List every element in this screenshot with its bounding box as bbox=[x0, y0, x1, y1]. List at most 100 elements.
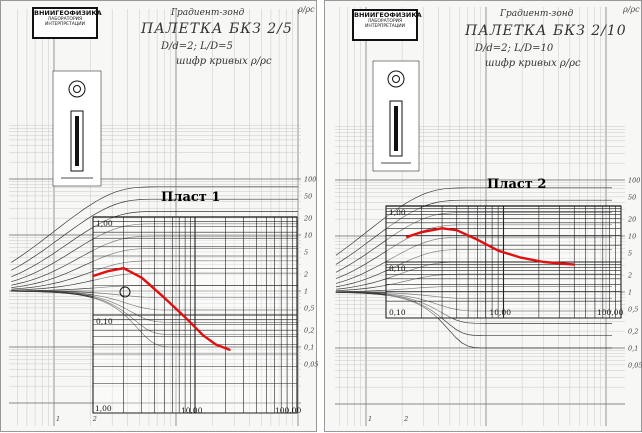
y-tick-label: 1 bbox=[628, 289, 632, 297]
overlay-x-tick-label: 1,00 bbox=[95, 404, 112, 413]
y-tick-label: 5 bbox=[304, 248, 308, 256]
y-tick-label: 0,05 bbox=[304, 360, 318, 368]
measured-point bbox=[202, 334, 204, 337]
stamp-line-3: ИНТЕРПРЕТАЦИИ bbox=[364, 24, 406, 29]
y-tick-label: 50 bbox=[628, 193, 636, 201]
overlay-x-tick-label: 100,00 bbox=[275, 406, 301, 415]
origin-circle bbox=[119, 286, 131, 298]
y-tick-label: 0,2 bbox=[628, 328, 638, 336]
overlay-x-tick-label: 10,00 bbox=[490, 308, 512, 317]
palette-curve bbox=[11, 186, 298, 263]
borehole-core-icon bbox=[392, 75, 400, 83]
chart-panel-left: 0,050,10,20,51251020501000,10,2121,000,1… bbox=[0, 0, 318, 432]
y-tick-label: 10 bbox=[304, 232, 312, 240]
measured-point bbox=[476, 238, 479, 241]
x-tick-label: 1 bbox=[56, 415, 60, 423]
measured-point bbox=[107, 270, 109, 273]
x-tick-label: 2 bbox=[92, 415, 97, 423]
y-tick-label: 0,05 bbox=[628, 361, 642, 369]
curve-cipher: шифр кривых ρ/ρc bbox=[485, 58, 581, 69]
overlay-y-tick-label: 1,00 bbox=[96, 219, 113, 228]
y-tick-label: 0,5 bbox=[628, 305, 638, 313]
palette-curve bbox=[11, 198, 298, 271]
measured-point bbox=[497, 249, 500, 252]
stamp-line-2: ЛАБОРАТОРИЯ bbox=[47, 17, 83, 22]
chart-title: ПАЛЕТКА БКЗ 2/10 bbox=[465, 23, 627, 39]
measured-point bbox=[122, 267, 125, 270]
y-tick-label: 50 bbox=[304, 192, 312, 200]
y-tick-label: 100 bbox=[628, 177, 640, 185]
stamp-line-3: ИНТЕРПРЕТАЦИИ bbox=[44, 22, 86, 27]
y-tick-label: 0,1 bbox=[304, 344, 314, 352]
probe-core-icon bbox=[75, 116, 79, 166]
measured-point bbox=[163, 296, 166, 299]
chart-params: D/d=2; L/D=10 bbox=[475, 43, 554, 54]
y-tick-label: 2 bbox=[303, 271, 308, 279]
palette-curve bbox=[336, 291, 612, 300]
y-tick-label: 0,2 bbox=[304, 327, 314, 335]
stamp-line-1: ВНИИГЕОФИЗИКА bbox=[354, 11, 422, 19]
measured-point bbox=[573, 263, 576, 266]
measured-point bbox=[184, 316, 187, 319]
palette-curve bbox=[335, 199, 612, 265]
y-tick-label: 5 bbox=[628, 249, 632, 257]
measured-point bbox=[455, 229, 458, 232]
probe-body-icon bbox=[389, 100, 403, 157]
chart-heading: Градиент-зонд bbox=[171, 8, 245, 18]
institute-stamp: ВНИИГЕОФИЗИКА ЛАБОРАТОРИЯ ИНТЕРПРЕТАЦИИ bbox=[352, 9, 422, 41]
measured-point bbox=[214, 343, 217, 346]
y-tick-label: 20 bbox=[627, 216, 636, 224]
chart-params: D/d=2; L/D=5 bbox=[161, 41, 233, 52]
stamp-line-1: ВНИИГЕОФИЗИКА bbox=[34, 9, 102, 17]
measured-point bbox=[519, 256, 522, 259]
y-axis-label: ρ/ρc bbox=[298, 5, 315, 14]
measured-point bbox=[140, 276, 143, 279]
measured-point bbox=[405, 236, 408, 238]
y-tick-label: 1 bbox=[304, 288, 308, 296]
palette-curve bbox=[335, 291, 612, 324]
borehole-section-icon bbox=[68, 80, 86, 98]
y-tick-label: 2 bbox=[627, 272, 632, 280]
overlay-y-tick-label: 0,10 bbox=[96, 317, 113, 326]
stamp-line-2: ЛАБОРАТОРИЯ bbox=[367, 19, 403, 24]
x-tick-label: 2 bbox=[403, 415, 408, 423]
layer-label: Пласт 2 bbox=[487, 177, 547, 192]
measured-point bbox=[92, 275, 94, 277]
y-tick-label: 10 bbox=[628, 233, 636, 241]
borehole-section-icon bbox=[387, 70, 405, 88]
probe-body-icon bbox=[70, 110, 84, 172]
overlay-y-tick-label: 0,10 bbox=[389, 264, 406, 273]
chart-panel-right: 0,050,10,20,51251020501000,10,2121,000,1… bbox=[324, 0, 642, 432]
overlay-x-tick-label: 0,10 bbox=[389, 308, 406, 317]
probe-core-icon bbox=[394, 106, 398, 151]
y-tick-label: 20 bbox=[303, 215, 312, 223]
y-axis-label: ρ/ρc bbox=[623, 5, 640, 14]
palette-curve bbox=[335, 291, 612, 312]
overlay-x-tick-label: 100,00 bbox=[597, 308, 623, 317]
institute-stamp: ВНИИГЕОФИЗИКА ЛАБОРАТОРИЯ ИНТЕРПРЕТАЦИИ bbox=[32, 7, 102, 39]
chart-title: ПАЛЕТКА БКЗ 2/5 bbox=[141, 21, 293, 37]
palette-curve bbox=[335, 224, 612, 279]
palette-curve bbox=[335, 286, 612, 293]
palette-curve bbox=[335, 212, 612, 273]
palette-curve bbox=[335, 187, 612, 256]
chart-heading: Градиент-зонд bbox=[500, 9, 574, 19]
chart-right-canvas: 0,050,10,20,51251020501000,10,2121,000,1… bbox=[335, 7, 642, 426]
overlay-y-tick-label: 1,00 bbox=[389, 208, 406, 217]
layer-label: Пласт 1 bbox=[161, 190, 221, 205]
palette-curve bbox=[335, 292, 612, 337]
measured-point bbox=[441, 227, 443, 230]
measured-point bbox=[542, 261, 545, 263]
y-tick-label: 100 bbox=[304, 176, 316, 184]
palette-curve bbox=[11, 211, 298, 278]
borehole-core-icon bbox=[73, 85, 81, 93]
y-tick-label: 0,1 bbox=[628, 345, 638, 353]
chart-left-canvas: 0,050,10,20,51251020501000,10,2121,000,1… bbox=[9, 9, 318, 426]
palette-curve bbox=[335, 273, 612, 292]
x-tick-label: 1 bbox=[368, 415, 372, 423]
palette-curve bbox=[335, 249, 612, 288]
measured-point bbox=[229, 349, 231, 351]
curve-cipher: шифр кривых ρ/ρc bbox=[176, 56, 272, 67]
y-tick-label: 0,5 bbox=[304, 304, 314, 312]
overlay-x-tick-label: 10,00 bbox=[181, 406, 203, 415]
